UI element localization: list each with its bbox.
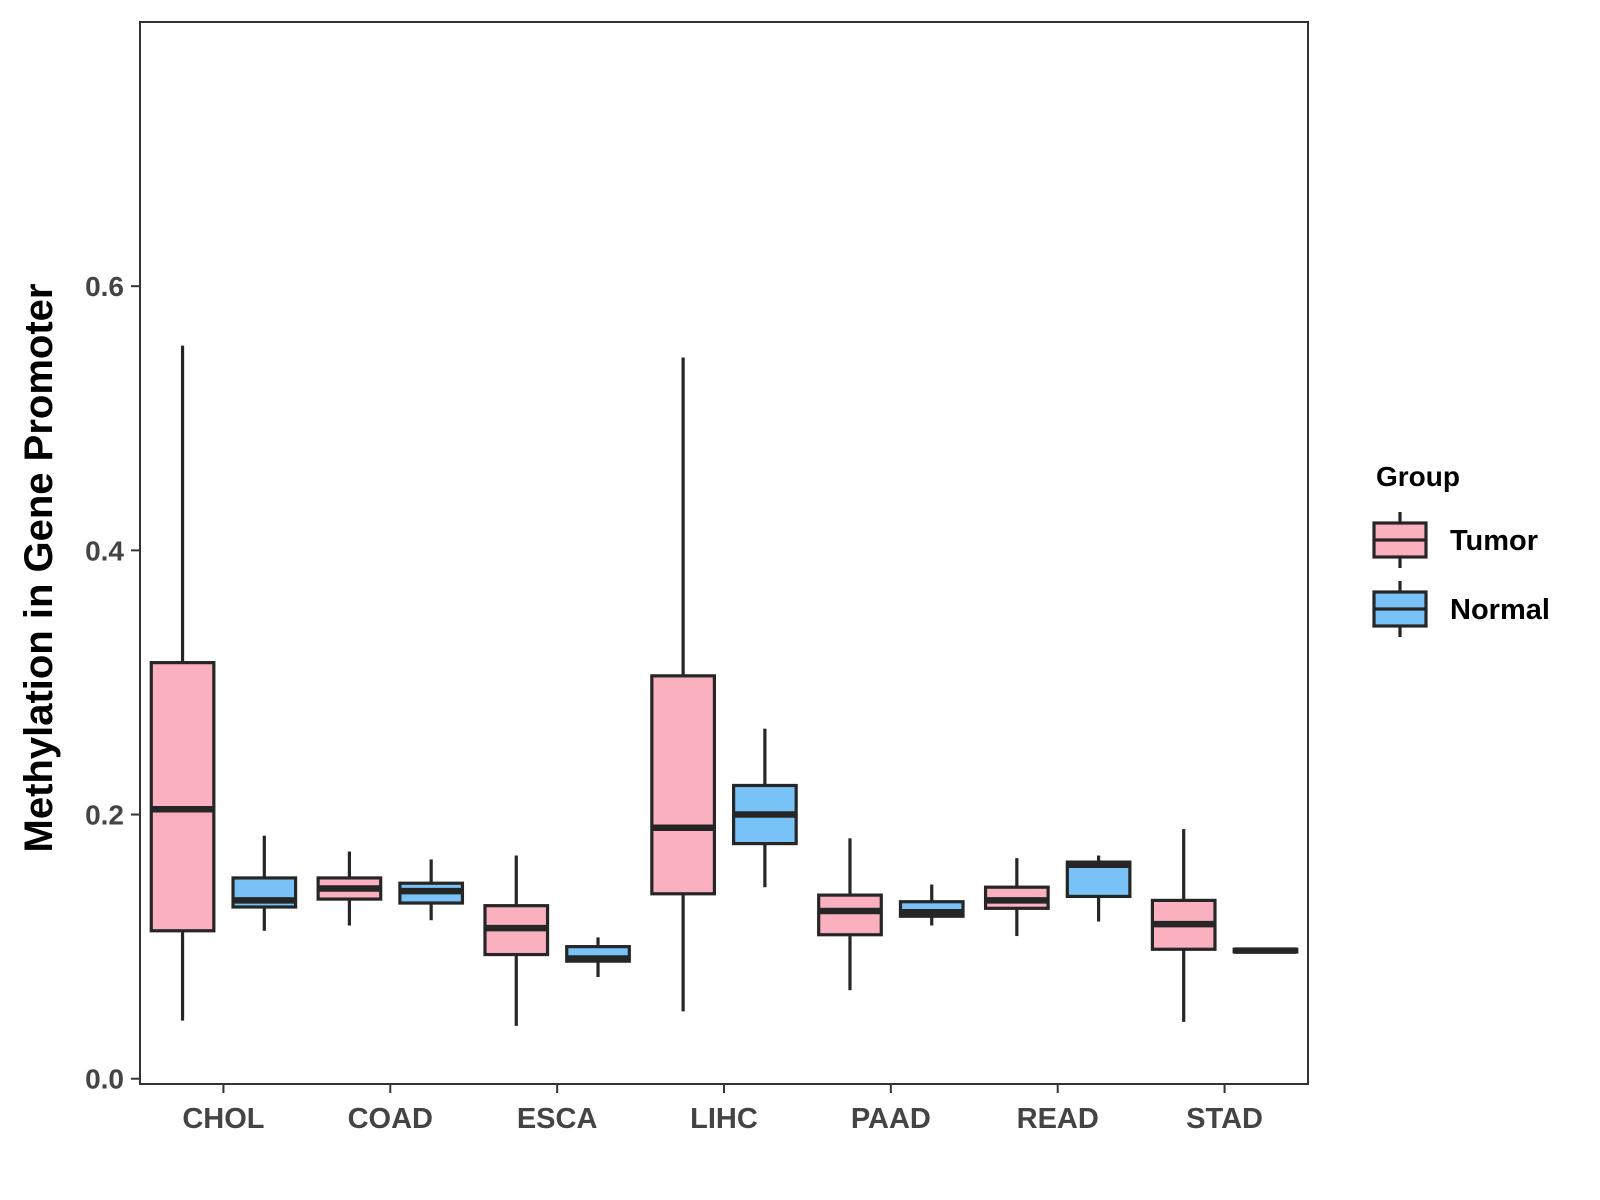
- y-tick-label: 0.6: [85, 271, 124, 302]
- box-tumor-paad: [817, 838, 883, 991]
- box-normal-esca: [565, 937, 631, 978]
- x-tick-label: PAAD: [851, 1103, 931, 1135]
- x-tick-label: COAD: [348, 1103, 433, 1135]
- legend-title: Group: [1376, 461, 1460, 492]
- box-normal-stad: [1232, 947, 1299, 954]
- x-tick-label: STAD: [1186, 1103, 1263, 1135]
- x-tick-label: READ: [1017, 1103, 1099, 1135]
- box-normal-lihc: [731, 728, 798, 888]
- box-iqr: [149, 661, 216, 933]
- plot-panel: [139, 21, 1309, 1085]
- box-normal-paad: [898, 884, 965, 926]
- x-tick-label: CHOL: [182, 1103, 264, 1135]
- y-axis-title: Methylation in Gene Promoter: [17, 284, 61, 853]
- box-normal-chol: [231, 835, 298, 931]
- box-tumor-esca: [483, 855, 550, 1026]
- legend-key-tumor: [1372, 512, 1428, 568]
- x-axis: CHOL COAD ESCA LIHC PAAD READ STAD: [182, 1084, 1263, 1135]
- box-normal-read: [1065, 855, 1132, 922]
- box-iqr: [650, 674, 717, 896]
- y-tick-label: 0.2: [85, 800, 124, 831]
- legend: Tumor Normal: [1372, 512, 1550, 637]
- box-iqr: [817, 893, 883, 937]
- box-group: [149, 345, 1299, 1026]
- x-tick-label: LIHC: [690, 1103, 758, 1135]
- box-tumor-read: [983, 858, 1050, 937]
- box-tumor-stad: [1150, 829, 1217, 1022]
- box-tumor-lihc: [650, 357, 717, 1012]
- y-axis: 0.0 0.2 0.4 0.6: [85, 271, 140, 1095]
- y-tick-label: 0.4: [85, 535, 124, 566]
- y-tick-label: 0.0: [85, 1064, 124, 1095]
- box-tumor-chol: [149, 345, 216, 1021]
- box-normal-coad: [398, 859, 465, 921]
- legend-label-normal: Normal: [1450, 594, 1550, 626]
- box-tumor-coad: [316, 851, 383, 926]
- legend-key-normal: [1372, 581, 1428, 637]
- legend-label-tumor: Tumor: [1450, 525, 1538, 557]
- x-tick-label: ESCA: [517, 1103, 598, 1135]
